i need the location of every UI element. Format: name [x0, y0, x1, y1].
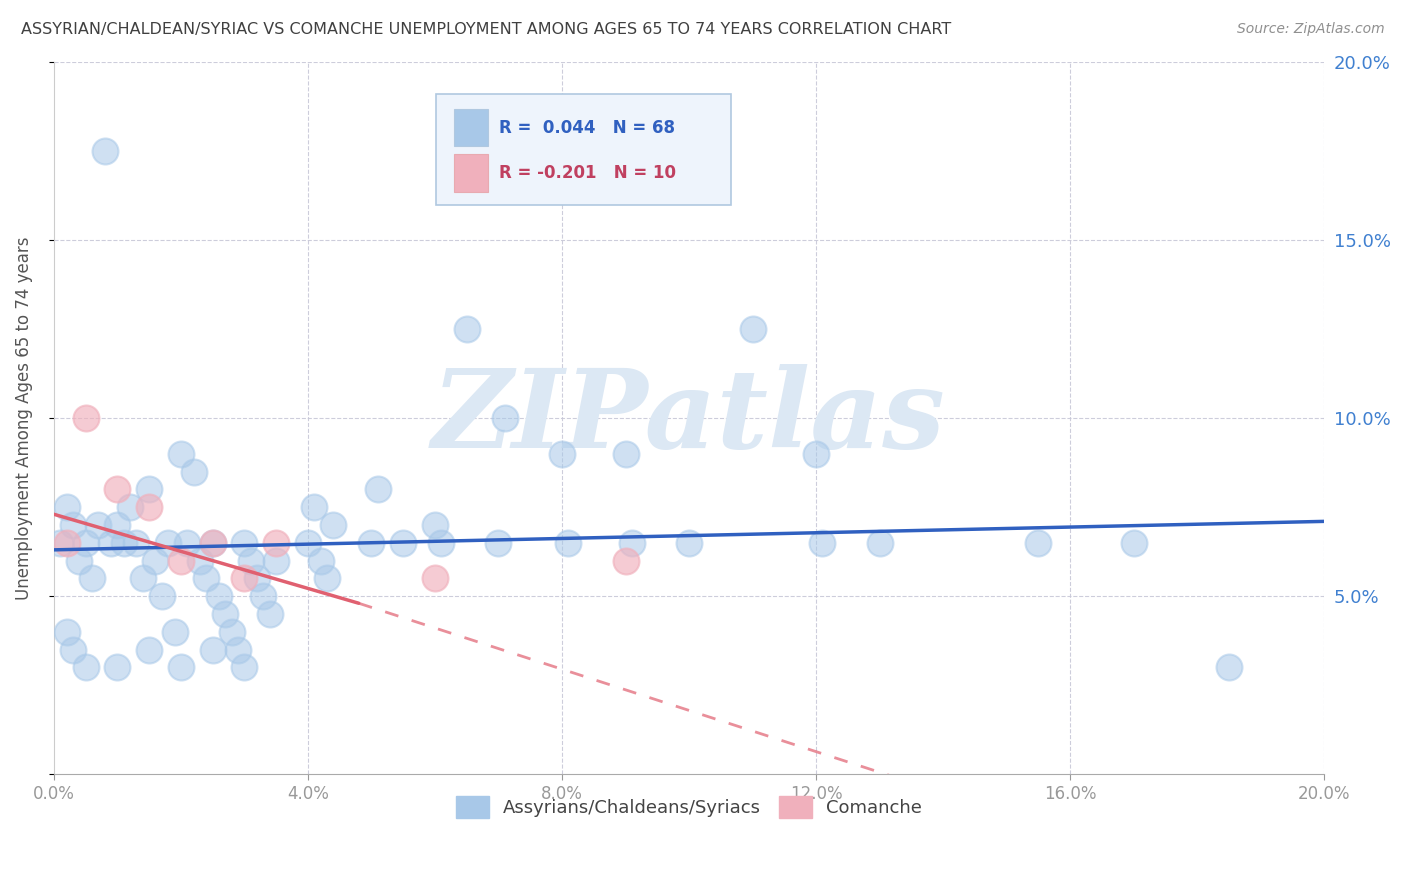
- Point: [105, 517, 128, 532]
- Point: [309, 553, 332, 567]
- Point: [456, 322, 478, 336]
- Point: [170, 447, 193, 461]
- Point: [488, 535, 510, 549]
- Point: [1028, 535, 1050, 549]
- Point: [741, 322, 763, 336]
- Point: [226, 642, 249, 657]
- Point: [551, 447, 574, 461]
- Point: [557, 535, 579, 549]
- Point: [188, 553, 211, 567]
- Point: [105, 483, 128, 497]
- Point: [221, 624, 243, 639]
- Point: [360, 535, 382, 549]
- Point: [100, 535, 122, 549]
- Point: [93, 144, 115, 158]
- Point: [264, 535, 287, 549]
- Point: [55, 500, 77, 515]
- Point: [322, 517, 344, 532]
- Text: ZIPatlas: ZIPatlas: [432, 365, 946, 472]
- Text: ASSYRIAN/CHALDEAN/SYRIAC VS COMANCHE UNEMPLOYMENT AMONG AGES 65 TO 74 YEARS CORR: ASSYRIAN/CHALDEAN/SYRIAC VS COMANCHE UNE…: [21, 22, 952, 37]
- Point: [62, 517, 84, 532]
- Point: [392, 535, 415, 549]
- Point: [201, 535, 224, 549]
- Point: [811, 535, 834, 549]
- Legend: Assyrians/Chaldeans/Syriacs, Comanche: Assyrians/Chaldeans/Syriacs, Comanche: [449, 789, 929, 826]
- Point: [494, 411, 516, 425]
- Point: [125, 535, 148, 549]
- Point: [423, 517, 446, 532]
- Point: [170, 553, 193, 567]
- Point: [1218, 660, 1240, 674]
- Point: [297, 535, 319, 549]
- Point: [614, 553, 637, 567]
- Point: [304, 500, 326, 515]
- Point: [67, 553, 90, 567]
- Point: [367, 483, 389, 497]
- Point: [208, 589, 231, 603]
- Point: [620, 535, 643, 549]
- Text: Source: ZipAtlas.com: Source: ZipAtlas.com: [1237, 22, 1385, 37]
- Point: [233, 571, 256, 585]
- Point: [201, 535, 224, 549]
- Point: [87, 517, 110, 532]
- Point: [614, 447, 637, 461]
- Point: [138, 642, 160, 657]
- Point: [75, 411, 97, 425]
- Point: [214, 607, 236, 621]
- Point: [183, 465, 205, 479]
- Point: [869, 535, 891, 549]
- Point: [233, 535, 256, 549]
- Point: [259, 607, 281, 621]
- Y-axis label: Unemployment Among Ages 65 to 74 years: Unemployment Among Ages 65 to 74 years: [15, 236, 32, 600]
- Point: [145, 553, 167, 567]
- Point: [195, 571, 218, 585]
- Point: [201, 642, 224, 657]
- Point: [316, 571, 339, 585]
- Point: [163, 624, 186, 639]
- Point: [105, 660, 128, 674]
- Point: [246, 571, 269, 585]
- Point: [75, 535, 97, 549]
- Point: [49, 535, 72, 549]
- Point: [157, 535, 180, 549]
- Point: [112, 535, 135, 549]
- Point: [233, 660, 256, 674]
- Point: [423, 571, 446, 585]
- Point: [239, 553, 262, 567]
- Point: [1122, 535, 1144, 549]
- Point: [430, 535, 453, 549]
- Point: [62, 642, 84, 657]
- Point: [55, 535, 77, 549]
- Point: [120, 500, 142, 515]
- Text: R =  0.044   N = 68: R = 0.044 N = 68: [499, 119, 675, 136]
- Point: [55, 624, 77, 639]
- Point: [264, 553, 287, 567]
- Point: [80, 571, 103, 585]
- Point: [678, 535, 700, 549]
- Point: [804, 447, 827, 461]
- Point: [138, 483, 160, 497]
- Point: [176, 535, 198, 549]
- Point: [170, 660, 193, 674]
- Point: [132, 571, 155, 585]
- Point: [252, 589, 274, 603]
- Text: R = -0.201   N = 10: R = -0.201 N = 10: [499, 164, 676, 182]
- Point: [138, 500, 160, 515]
- Point: [75, 660, 97, 674]
- Point: [150, 589, 173, 603]
